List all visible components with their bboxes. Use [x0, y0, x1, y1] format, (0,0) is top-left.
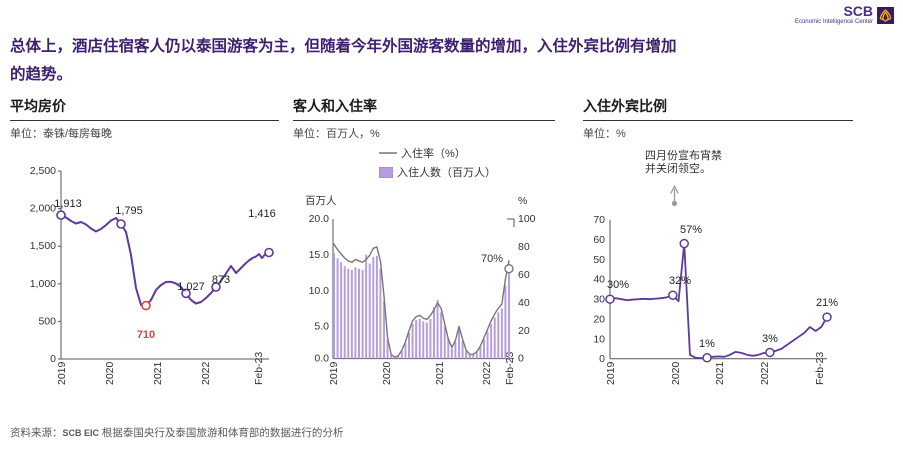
- svg-text:2022: 2022: [200, 361, 212, 385]
- svg-text:2,000: 2,000: [30, 203, 56, 215]
- svg-text:70: 70: [593, 214, 605, 226]
- svg-text:1%: 1%: [699, 338, 715, 350]
- svg-text:10: 10: [593, 333, 605, 345]
- svg-text:30: 30: [593, 294, 605, 306]
- svg-text:1,000: 1,000: [30, 278, 56, 290]
- svg-text:873: 873: [212, 274, 230, 286]
- svg-text:50: 50: [593, 254, 605, 266]
- svg-text:2,500: 2,500: [30, 165, 56, 177]
- svg-text:2022: 2022: [481, 361, 493, 385]
- svg-text:%: %: [518, 195, 527, 207]
- svg-text:40: 40: [518, 297, 530, 309]
- svg-text:1,027: 1,027: [177, 281, 205, 293]
- svg-text:21%: 21%: [816, 297, 838, 309]
- svg-text:57%: 57%: [680, 224, 702, 236]
- svg-text:20.0: 20.0: [309, 213, 330, 225]
- svg-text:2020: 2020: [104, 361, 116, 385]
- svg-text:2019: 2019: [605, 361, 617, 385]
- svg-text:Feb-23: Feb-23: [814, 352, 826, 385]
- svg-text:10.0: 10.0: [309, 285, 330, 297]
- svg-text:2021: 2021: [434, 361, 446, 385]
- svg-text:2019: 2019: [56, 361, 68, 385]
- svg-text:32%: 32%: [669, 275, 691, 287]
- svg-text:2019: 2019: [328, 361, 340, 385]
- svg-text:15.0: 15.0: [309, 249, 330, 261]
- svg-text:60: 60: [593, 234, 605, 246]
- svg-text:60: 60: [518, 269, 530, 281]
- svg-text:1,795: 1,795: [115, 205, 143, 217]
- svg-text:2021: 2021: [714, 361, 726, 385]
- svg-text:百万人: 百万人: [305, 195, 337, 207]
- svg-text:70%: 70%: [481, 253, 503, 265]
- svg-text:20: 20: [593, 314, 605, 326]
- svg-text:100: 100: [518, 213, 536, 225]
- svg-text:1,500: 1,500: [30, 240, 56, 252]
- svg-text:20: 20: [518, 325, 530, 337]
- svg-text:40: 40: [593, 274, 605, 286]
- svg-text:500: 500: [38, 315, 56, 327]
- svg-text:2020: 2020: [670, 361, 682, 385]
- svg-text:1,416: 1,416: [248, 208, 276, 220]
- svg-text:30%: 30%: [607, 279, 629, 291]
- svg-text:5.0: 5.0: [314, 321, 329, 333]
- svg-text:2020: 2020: [381, 361, 393, 385]
- svg-text:Feb-23: Feb-23: [253, 352, 265, 385]
- svg-text:80: 80: [518, 241, 530, 253]
- svg-text:2021: 2021: [152, 361, 164, 385]
- svg-text:3%: 3%: [762, 333, 778, 345]
- svg-text:0.0: 0.0: [314, 353, 329, 365]
- svg-text:2022: 2022: [759, 361, 771, 385]
- svg-text:1,913: 1,913: [54, 198, 82, 210]
- svg-text:0: 0: [518, 353, 524, 365]
- svg-text:710: 710: [137, 329, 155, 341]
